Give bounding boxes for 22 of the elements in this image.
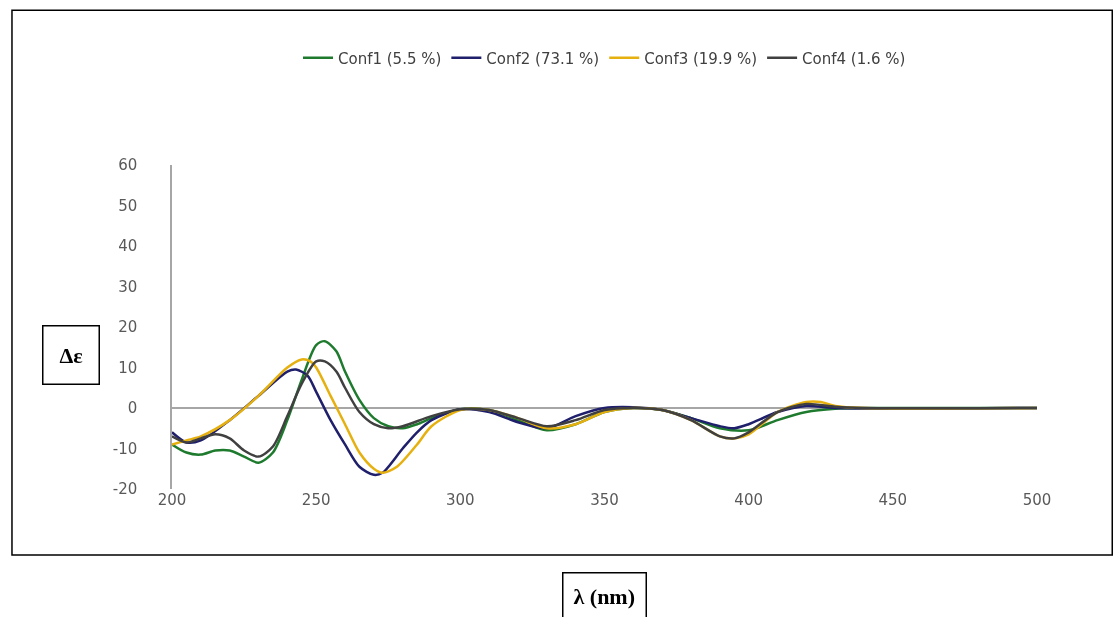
y-tick-label: 0 <box>127 399 138 418</box>
x-axis-title: λ (nm) <box>573 583 636 609</box>
legend-label: Conf2 (73.1 %) <box>486 49 600 68</box>
legend-label: Conf1 (5.5 %) <box>338 49 442 68</box>
x-tick-label: 300 <box>446 491 475 509</box>
x-tick-label: 350 <box>590 491 619 509</box>
legend-label: Conf3 (19.9 %) <box>644 49 758 68</box>
x-tick-label: 450 <box>878 491 908 509</box>
y-tick-label: 40 <box>118 237 138 256</box>
y-tick-label: 10 <box>118 358 138 377</box>
y-tick-label: 50 <box>118 196 138 215</box>
x-tick-label: 200 <box>157 491 187 509</box>
y-axis-title: Δε <box>59 342 83 368</box>
x-tick-label: 250 <box>301 491 331 509</box>
x-tick-label: 500 <box>1022 491 1052 509</box>
y-tick-label: 60 <box>118 156 138 175</box>
y-tick-label: -10 <box>112 439 138 458</box>
y-tick-label: 30 <box>118 277 138 296</box>
y-tick-label: -20 <box>112 480 138 499</box>
x-tick-label: 400 <box>734 491 763 509</box>
y-tick-label: 20 <box>118 318 138 337</box>
legend-label: Conf4 (1.6 %) <box>802 49 906 68</box>
